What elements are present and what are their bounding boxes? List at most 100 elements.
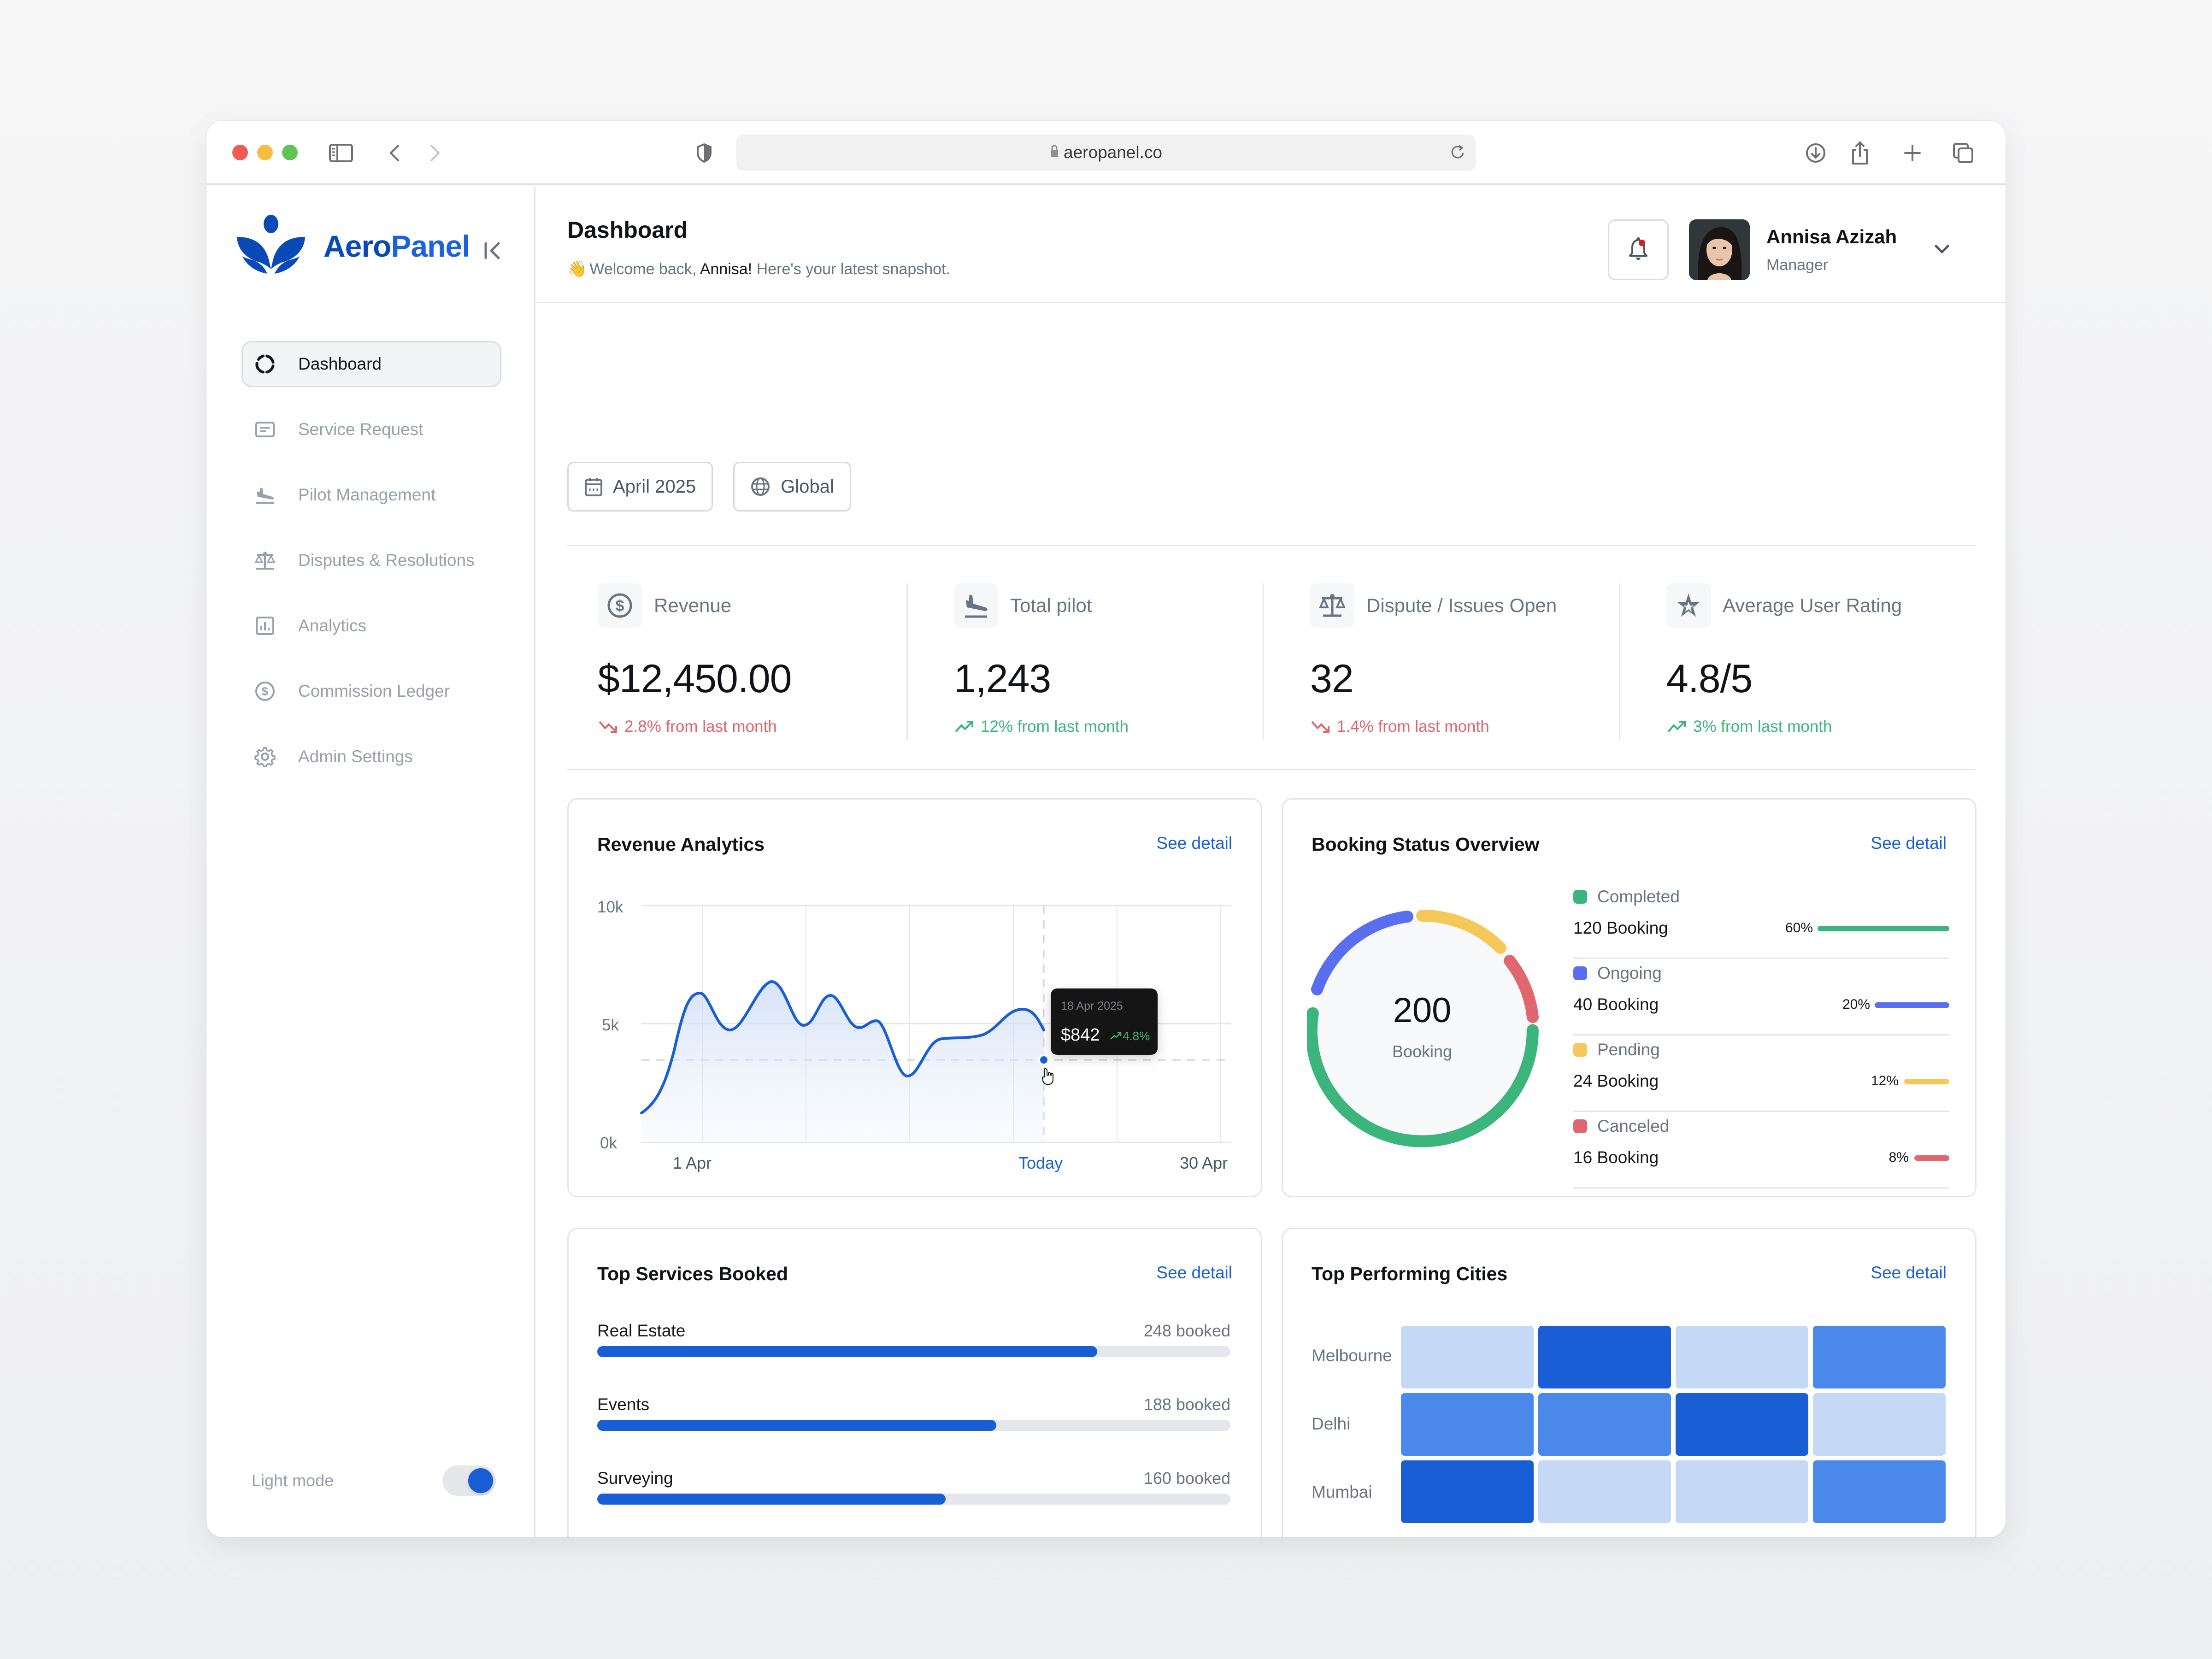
welcome-prefix: Welcome back, — [589, 260, 700, 278]
avatar[interactable] — [1689, 219, 1750, 280]
service-bar-fill — [597, 1494, 946, 1505]
brand-logo[interactable]: AeroPanel — [237, 215, 470, 277]
sidebar-item-service-request[interactable]: Service Request — [241, 406, 501, 453]
revenue-analytics-card: Revenue Analytics See detail 10k 5k 0k — [567, 798, 1262, 1197]
date-filter-label: April 2025 — [613, 476, 696, 497]
donut-total: 200 — [1393, 991, 1452, 1030]
swatch-pending — [1573, 1043, 1587, 1057]
heatmap-col-label: Real Estate — [1401, 1535, 1534, 1537]
see-detail-link[interactable]: See detail — [1156, 834, 1232, 853]
user-role: Manager — [1766, 256, 1829, 274]
heatmap-cell[interactable] — [1538, 1460, 1671, 1523]
sidebar-item-dashboard[interactable]: Dashboard — [241, 341, 501, 387]
chart-tooltip: 18 Apr 2025 $842 4.8% — [1051, 988, 1158, 1055]
sidebar-item-analytics[interactable]: Analytics — [241, 603, 501, 649]
brand-name-part2: Panel — [391, 229, 470, 263]
collapse-sidebar-icon[interactable] — [478, 237, 506, 265]
stat-card-revenue: $ Revenue $12,450.00 2.8% from last mont… — [567, 583, 908, 740]
reload-icon[interactable] — [1450, 143, 1465, 165]
heatmap-cell[interactable] — [1813, 1326, 1946, 1388]
heatmap-cell[interactable] — [1538, 1326, 1671, 1388]
tabs-icon[interactable] — [1949, 139, 1977, 167]
y-axis-label-0k: 0k — [600, 1134, 617, 1152]
heatmap-cell[interactable] — [1676, 1326, 1808, 1388]
sidebar-item-admin-settings[interactable]: Admin Settings — [241, 734, 501, 780]
date-filter-button[interactable]: April 2025 — [567, 462, 713, 512]
region-filter-button[interactable]: Global — [733, 462, 851, 512]
heatmap-cell[interactable] — [1676, 1393, 1808, 1456]
sidebar-nav: Dashboard Service Request Pilot Manageme… — [241, 341, 501, 799]
status-bar — [1904, 1079, 1949, 1084]
heatmap-cell[interactable] — [1401, 1460, 1534, 1523]
sidebar: AeroPanel Dashboard Service Request — [206, 187, 535, 1537]
light-mode-toggle[interactable] — [442, 1465, 496, 1496]
light-mode-label: Light mode — [252, 1471, 334, 1490]
window-controls — [232, 145, 298, 160]
service-row[interactable]: Real Estate 248 booked — [597, 1321, 1230, 1357]
brand-name-part1: Aero — [324, 229, 391, 263]
service-row[interactable]: Surveying 160 booked — [597, 1469, 1230, 1505]
revenue-line-chart[interactable] — [569, 800, 1264, 1199]
lock-icon — [1050, 143, 1059, 162]
forward-icon[interactable] — [421, 139, 449, 167]
heatmap-cell[interactable] — [1813, 1460, 1946, 1523]
service-bar-fill — [597, 1346, 1098, 1357]
heatmap-cell[interactable] — [1401, 1326, 1534, 1388]
heatmap-cell[interactable] — [1538, 1393, 1671, 1456]
share-icon[interactable] — [1846, 139, 1874, 167]
main-content: Dashboard 👋 Welcome back, Annisa! Here's … — [537, 187, 2006, 1537]
notifications-button[interactable] — [1608, 219, 1669, 280]
sidebar-item-commission-ledger[interactable]: $ Commission Ledger — [241, 668, 501, 714]
address-bar[interactable]: aeropanel.co — [736, 135, 1476, 171]
stat-card-rating: Average User Rating 4.8/5 3% from last m… — [1620, 583, 1975, 740]
status-row-ongoing[interactable]: Ongoing 40 Booking 20% — [1573, 959, 1949, 1035]
trend-up-icon — [1110, 1029, 1123, 1043]
close-window-button[interactable] — [232, 145, 248, 160]
service-bar-track — [597, 1346, 1230, 1357]
new-tab-icon[interactable] — [1899, 139, 1926, 167]
stat-card-disputes: Dispute / Issues Open 32 1.4% from last … — [1264, 583, 1620, 740]
shield-icon[interactable] — [690, 139, 718, 167]
divider — [567, 545, 1975, 546]
url-text: aeropanel.co — [1064, 143, 1162, 162]
sidebar-item-disputes[interactable]: Disputes & Resolutions — [241, 537, 501, 583]
status-row-canceled[interactable]: Canceled 16 Booking 8% — [1573, 1112, 1949, 1188]
download-icon[interactable] — [1802, 139, 1830, 167]
trend-up-icon — [954, 719, 976, 735]
region-filter-label: Global — [781, 476, 834, 497]
document-icon — [254, 418, 276, 441]
minimize-window-button[interactable] — [257, 145, 273, 160]
trend-up-icon — [1666, 719, 1688, 735]
heatmap-cell[interactable] — [1401, 1393, 1534, 1456]
y-axis-label-5k: 5k — [602, 1016, 619, 1034]
stat-value: 4.8/5 — [1666, 657, 1753, 701]
back-icon[interactable] — [381, 139, 408, 167]
see-detail-link[interactable]: See detail — [1871, 834, 1947, 853]
sidebar-item-label: Analytics — [298, 616, 367, 635]
heatmap-cell[interactable] — [1676, 1460, 1808, 1523]
stat-change: 12% from last month — [954, 718, 1263, 736]
heatmap-cell[interactable] — [1813, 1393, 1946, 1456]
status-row-pending[interactable]: Pending 24 Booking 12% — [1573, 1035, 1949, 1112]
status-bar — [1875, 1002, 1949, 1008]
sidebar-item-label: Disputes & Resolutions — [298, 551, 475, 570]
status-row-completed[interactable]: Completed 120 Booking 60% — [1573, 882, 1949, 959]
service-row[interactable]: Events 188 booked — [597, 1395, 1230, 1431]
status-bar — [1914, 1155, 1949, 1161]
see-detail-link[interactable]: See detail — [1871, 1263, 1947, 1282]
stat-value: $12,450.00 — [598, 657, 792, 701]
status-pct: 12% — [1871, 1073, 1899, 1088]
see-detail-link[interactable]: See detail — [1156, 1263, 1232, 1282]
plane-landing-icon — [954, 583, 998, 628]
gear-icon — [254, 746, 276, 768]
tooltip-value: $842 — [1061, 1025, 1100, 1045]
heatmap-row-label: Delhi — [1312, 1414, 1351, 1433]
status-name: Completed — [1597, 887, 1680, 906]
service-name: Surveying — [597, 1469, 673, 1488]
booking-donut-chart[interactable] — [1307, 910, 1547, 1150]
chevron-down-icon[interactable] — [1930, 238, 1953, 261]
maximize-window-button[interactable] — [282, 145, 298, 160]
sidebar-item-pilot-management[interactable]: Pilot Management — [241, 472, 501, 518]
sidebar-toggle-icon[interactable] — [327, 139, 355, 167]
status-pct: 8% — [1888, 1150, 1909, 1165]
